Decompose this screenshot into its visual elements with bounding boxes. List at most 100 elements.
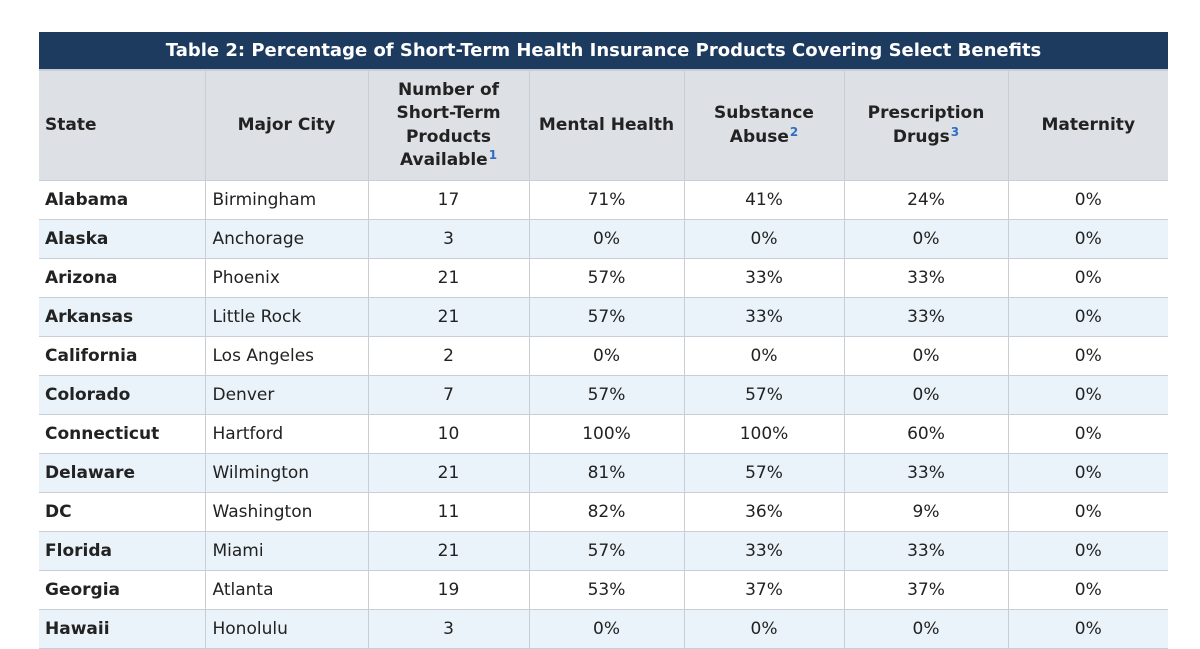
- mental-health-cell: 71%: [528, 180, 685, 220]
- city-cell: Washington: [204, 492, 369, 532]
- column-header-substance-abuse: Substance Abuse2: [683, 70, 845, 181]
- prescription-drugs-cell: 0%: [843, 336, 1009, 376]
- table-row: Connecticut Hartford 10 100% 100% 60% 0%: [39, 414, 1168, 454]
- prescription-drugs-cell: 9%: [843, 492, 1009, 532]
- state-cell: California: [39, 336, 206, 376]
- maternity-cell: 0%: [1007, 375, 1168, 415]
- table-row: Arizona Phoenix 21 57% 33% 33% 0%: [39, 258, 1168, 298]
- mental-health-cell: 82%: [528, 492, 685, 532]
- products-cell: 7: [367, 375, 530, 415]
- substance-abuse-cell: 33%: [683, 531, 845, 571]
- substance-abuse-cell: 33%: [683, 258, 845, 298]
- city-cell: Anchorage: [204, 219, 369, 259]
- prescription-drugs-cell: 0%: [843, 219, 1009, 259]
- city-cell: Phoenix: [204, 258, 369, 298]
- column-header-state: State: [39, 70, 206, 181]
- maternity-cell: 0%: [1007, 453, 1168, 493]
- products-cell: 21: [367, 531, 530, 571]
- products-cell: 3: [367, 219, 530, 259]
- column-header-prescription-drugs: Prescription Drugs3: [843, 70, 1009, 181]
- substance-abuse-cell: 57%: [683, 375, 845, 415]
- table-row: California Los Angeles 2 0% 0% 0% 0%: [39, 336, 1168, 376]
- column-header-rx-line1: Prescription: [867, 103, 985, 123]
- maternity-cell: 0%: [1007, 414, 1168, 454]
- mental-health-cell: 57%: [528, 297, 685, 337]
- state-cell: Arizona: [39, 258, 206, 298]
- products-cell: 21: [367, 453, 530, 493]
- footnote-link-1[interactable]: 1: [488, 148, 498, 162]
- column-header-substance-line2: Abuse: [729, 126, 789, 147]
- column-header-mental-health-label: Mental Health: [538, 114, 675, 135]
- substance-abuse-cell: 0%: [683, 219, 845, 259]
- city-cell: Honolulu: [204, 609, 369, 649]
- header-row: State Major City Number of Short-Term Pr…: [39, 70, 1168, 181]
- substance-abuse-cell: 33%: [683, 297, 845, 337]
- products-cell: 11: [367, 492, 530, 532]
- benefits-table: State Major City Number of Short-Term Pr…: [39, 70, 1168, 649]
- state-cell: Florida: [39, 531, 206, 571]
- table-title: Table 2: Percentage of Short-Term Health…: [39, 32, 1168, 70]
- substance-abuse-cell: 0%: [683, 609, 845, 649]
- column-header-maternity-label: Maternity: [1041, 114, 1136, 135]
- table-body: Alabama Birmingham 17 71% 41% 24% 0% Alaska Anch…: [39, 180, 1168, 649]
- city-cell: Birmingham: [204, 180, 369, 220]
- city-cell: Little Rock: [204, 297, 369, 337]
- products-cell: 21: [367, 258, 530, 298]
- mental-health-cell: 0%: [528, 609, 685, 649]
- prescription-drugs-cell: 33%: [843, 453, 1009, 493]
- column-header-city: Major City: [204, 70, 369, 181]
- mental-health-cell: 57%: [528, 531, 685, 571]
- city-cell: Wilmington: [204, 453, 369, 493]
- column-header-products: Number of Short-Term Products Available1: [367, 70, 530, 181]
- prescription-drugs-cell: 33%: [843, 531, 1009, 571]
- maternity-cell: 0%: [1007, 180, 1168, 220]
- products-cell: 3: [367, 609, 530, 649]
- prescription-drugs-cell: 24%: [843, 180, 1009, 220]
- mental-health-cell: 57%: [528, 375, 685, 415]
- prescription-drugs-cell: 0%: [843, 609, 1009, 649]
- table-row: Colorado Denver 7 57% 57% 0% 0%: [39, 375, 1168, 415]
- table-row: Hawaii Honolulu 3 0% 0% 0% 0%: [39, 609, 1168, 649]
- substance-abuse-cell: 41%: [683, 180, 845, 220]
- city-cell: Miami: [204, 531, 369, 571]
- mental-health-cell: 0%: [528, 219, 685, 259]
- products-cell: 21: [367, 297, 530, 337]
- column-header-mental-health: Mental Health: [528, 70, 685, 181]
- column-header-products-line2: Short-Term: [396, 103, 501, 123]
- footnote-link-2[interactable]: 2: [789, 124, 799, 139]
- products-cell: 17: [367, 180, 530, 220]
- maternity-cell: 0%: [1007, 336, 1168, 376]
- state-cell: Alabama: [39, 180, 206, 220]
- prescription-drugs-cell: 60%: [843, 414, 1009, 454]
- maternity-cell: 0%: [1007, 297, 1168, 337]
- substance-abuse-cell: 0%: [683, 336, 845, 376]
- table-row: DC Washington 11 82% 36% 9% 0%: [39, 492, 1168, 532]
- substance-abuse-cell: 57%: [683, 453, 845, 493]
- table-row: Alaska Anchorage 3 0% 0% 0% 0%: [39, 219, 1168, 259]
- substance-abuse-cell: 36%: [683, 492, 845, 532]
- state-cell: Alaska: [39, 219, 206, 259]
- products-cell: 2: [367, 336, 530, 376]
- column-header-products-line1: Number of: [397, 79, 500, 100]
- maternity-cell: 0%: [1007, 219, 1168, 259]
- column-header-state-label: State: [45, 114, 97, 135]
- column-header-products-line3: Products: [405, 126, 492, 147]
- benefits-table-container: Table 2: Percentage of Short-Term Health…: [39, 32, 1168, 649]
- table-row: Alabama Birmingham 17 71% 41% 24% 0%: [39, 180, 1168, 220]
- city-cell: Denver: [204, 375, 369, 415]
- maternity-cell: 0%: [1007, 492, 1168, 532]
- table-row: Florida Miami 21 57% 33% 33% 0%: [39, 531, 1168, 571]
- state-cell: Colorado: [39, 375, 206, 415]
- city-cell: Los Angeles: [204, 336, 369, 376]
- products-cell: 10: [367, 414, 530, 454]
- column-header-maternity: Maternity: [1007, 70, 1168, 181]
- table-row: Georgia Atlanta 19 53% 37% 37% 0%: [39, 570, 1168, 610]
- prescription-drugs-cell: 37%: [843, 570, 1009, 610]
- footnote-link-3[interactable]: 3: [950, 124, 960, 139]
- maternity-cell: 0%: [1007, 531, 1168, 571]
- table-row: Delaware Wilmington 21 81% 57% 33% 0%: [39, 453, 1168, 493]
- mental-health-cell: 100%: [528, 414, 685, 454]
- state-cell: Georgia: [39, 570, 206, 610]
- column-header-rx-line2: Drugs: [892, 126, 950, 147]
- column-header-products-line4: Available: [399, 150, 488, 170]
